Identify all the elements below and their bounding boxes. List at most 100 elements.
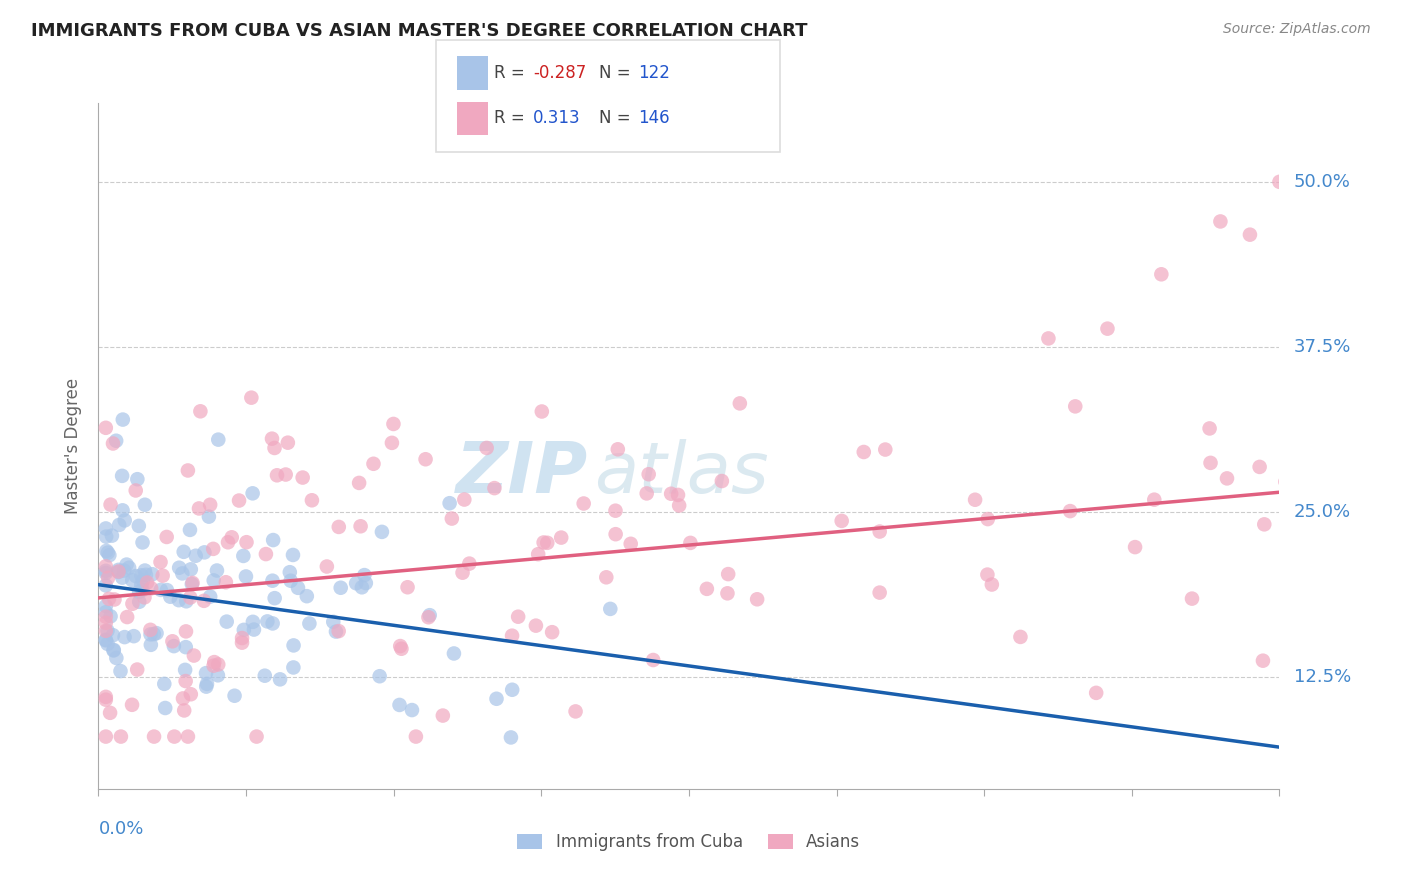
Point — [159, 590, 181, 604]
Point — [243, 623, 266, 637]
Point — [564, 705, 586, 719]
Point — [381, 435, 404, 450]
Point — [127, 663, 149, 677]
Point — [115, 558, 138, 572]
Point — [274, 467, 297, 482]
Point — [94, 730, 117, 744]
Point — [869, 524, 891, 539]
Point — [280, 574, 302, 588]
Point — [298, 616, 321, 631]
Point — [163, 730, 186, 744]
Point — [94, 615, 117, 630]
Point — [666, 488, 689, 502]
Point — [94, 566, 117, 580]
Point — [349, 519, 371, 533]
Point — [97, 637, 120, 651]
Point — [301, 493, 323, 508]
Point — [96, 544, 118, 558]
Point — [181, 576, 204, 591]
Point — [283, 660, 305, 674]
Point — [439, 496, 461, 510]
Legend: Immigrants from Cuba, Asians: Immigrants from Cuba, Asians — [510, 827, 868, 858]
Point — [221, 530, 243, 544]
Text: 25.0%: 25.0% — [1294, 503, 1351, 521]
Point — [440, 511, 463, 525]
Point — [254, 547, 277, 561]
Point — [643, 653, 665, 667]
Point — [242, 615, 264, 629]
Point — [451, 566, 474, 580]
Point — [94, 632, 117, 647]
Point — [620, 537, 643, 551]
Point — [215, 575, 238, 590]
Point — [174, 640, 197, 654]
Point — [1249, 459, 1271, 474]
Point — [174, 594, 197, 608]
Point — [139, 623, 162, 637]
Point — [132, 574, 155, 588]
Point — [100, 498, 122, 512]
Point — [605, 504, 627, 518]
Point — [347, 475, 370, 490]
Point — [98, 548, 121, 562]
Point — [869, 585, 891, 599]
Point — [193, 594, 215, 608]
Point — [401, 703, 423, 717]
Point — [128, 585, 150, 599]
Point — [121, 698, 143, 712]
Point — [195, 666, 218, 681]
Point — [262, 616, 284, 631]
Point — [659, 487, 682, 501]
Point — [143, 730, 166, 744]
Point — [177, 730, 200, 744]
Point — [198, 590, 221, 604]
Point — [128, 519, 150, 533]
Point — [405, 730, 427, 744]
Point — [94, 578, 117, 592]
Point — [1274, 475, 1296, 489]
Point — [253, 669, 276, 683]
Point — [1059, 504, 1081, 518]
Point — [527, 547, 550, 561]
Point — [180, 577, 202, 591]
Point — [97, 571, 120, 585]
Point — [291, 470, 314, 484]
Point — [432, 708, 454, 723]
Point — [179, 523, 201, 537]
Point — [131, 578, 153, 592]
Point — [94, 690, 117, 704]
Point — [118, 560, 141, 574]
Point — [976, 567, 998, 582]
Point — [105, 434, 128, 448]
Point — [606, 442, 628, 457]
Point — [354, 576, 377, 591]
Point — [1123, 540, 1146, 554]
Point — [139, 627, 162, 641]
Point — [1010, 630, 1032, 644]
Point — [389, 639, 412, 653]
Point — [111, 503, 134, 517]
Point — [207, 668, 229, 682]
Text: ZIP: ZIP — [457, 439, 589, 508]
Point — [173, 545, 195, 559]
Point — [501, 629, 523, 643]
Point — [315, 559, 337, 574]
Point — [94, 599, 117, 613]
Point — [174, 624, 197, 639]
Point — [180, 687, 202, 701]
Text: 12.5%: 12.5% — [1294, 668, 1351, 686]
Point — [371, 524, 394, 539]
Point — [163, 639, 186, 653]
Point — [344, 576, 367, 591]
Point — [108, 517, 131, 532]
Point — [167, 560, 190, 574]
Point — [232, 623, 254, 637]
Point — [262, 574, 284, 588]
Point — [599, 602, 621, 616]
Point — [228, 493, 250, 508]
Point — [205, 564, 228, 578]
Point — [637, 467, 659, 482]
Point — [155, 701, 177, 715]
Point — [195, 677, 218, 691]
Point — [141, 567, 163, 582]
